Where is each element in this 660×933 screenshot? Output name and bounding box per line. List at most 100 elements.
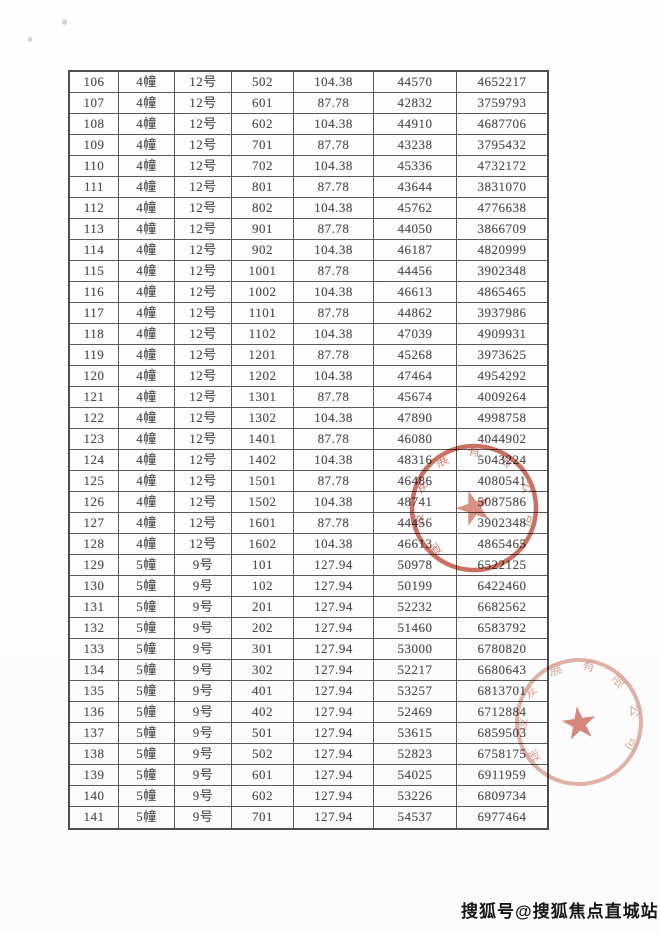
table-cell: 12号 <box>175 450 232 471</box>
table-cell: 127.94 <box>294 681 374 702</box>
table-cell: 4865465 <box>457 534 547 555</box>
table-cell: 119 <box>70 345 119 366</box>
table-cell: 3795432 <box>457 135 547 156</box>
table-cell: 5043224 <box>457 450 547 471</box>
table-cell: 4009264 <box>457 387 547 408</box>
table-cell: 127.94 <box>294 555 374 576</box>
table-cell: 9号 <box>175 639 232 660</box>
table-cell: 4幢 <box>119 219 175 240</box>
table-cell: 3866709 <box>457 219 547 240</box>
table-cell: 4幢 <box>119 345 175 366</box>
table-cell: 104.38 <box>294 114 374 135</box>
table-row: 129 5幢 9号 101 127.94 50978 6522125 <box>70 555 547 576</box>
table-cell: 1602 <box>232 534 294 555</box>
table-cell: 5幢 <box>119 597 175 618</box>
table-cell: 50978 <box>374 555 457 576</box>
table-cell: 46613 <box>374 282 457 303</box>
table-cell: 5幢 <box>119 702 175 723</box>
table-cell: 115 <box>70 261 119 282</box>
table-row: 130 5幢 9号 102 127.94 50199 6422460 <box>70 576 547 597</box>
table-cell: 4998758 <box>457 408 547 429</box>
table-cell: 9号 <box>175 597 232 618</box>
table-cell: 1101 <box>232 303 294 324</box>
table-cell: 3902348 <box>457 513 547 534</box>
table-cell: 4幢 <box>119 534 175 555</box>
table-cell: 4865465 <box>457 282 547 303</box>
table-row: 137 5幢 9号 501 127.94 53615 6859503 <box>70 723 547 744</box>
table-cell: 4687706 <box>457 114 547 135</box>
table-row: 140 5幢 9号 602 127.94 53226 6809734 <box>70 786 547 807</box>
table-cell: 136 <box>70 702 119 723</box>
watermark-sohu: 搜狐号@搜狐焦点直城站 <box>461 902 659 921</box>
table-cell: 12号 <box>175 429 232 450</box>
table-cell: 101 <box>232 555 294 576</box>
table-cell: 901 <box>232 219 294 240</box>
table-cell: 6712884 <box>457 702 547 723</box>
table-cell: 12号 <box>175 93 232 114</box>
table-cell: 108 <box>70 114 119 135</box>
table-cell: 5幢 <box>119 639 175 660</box>
table-cell: 141 <box>70 807 119 828</box>
table-cell: 106 <box>70 72 119 93</box>
table-cell: 126 <box>70 492 119 513</box>
table-cell: 502 <box>232 744 294 765</box>
table-cell: 4幢 <box>119 72 175 93</box>
table-cell: 47464 <box>374 366 457 387</box>
table-cell: 3759793 <box>457 93 547 114</box>
table-cell: 12号 <box>175 114 232 135</box>
table-cell: 104.38 <box>294 240 374 261</box>
table-cell: 54537 <box>374 807 457 828</box>
table-cell: 4776638 <box>457 198 547 219</box>
table-cell: 45336 <box>374 156 457 177</box>
table-cell: 127.94 <box>294 702 374 723</box>
table-cell: 129 <box>70 555 119 576</box>
table-cell: 87.78 <box>294 93 374 114</box>
table-cell: 12号 <box>175 387 232 408</box>
table-cell: 4幢 <box>119 324 175 345</box>
table-cell: 6522125 <box>457 555 547 576</box>
table-cell: 45762 <box>374 198 457 219</box>
table-cell: 9号 <box>175 576 232 597</box>
table-cell: 114 <box>70 240 119 261</box>
table-cell: 87.78 <box>294 429 374 450</box>
table-cell: 104.38 <box>294 72 374 93</box>
table-cell: 601 <box>232 765 294 786</box>
table-cell: 4幢 <box>119 93 175 114</box>
table-row: 126 4幢 12号 1502 104.38 48741 5087586 <box>70 492 547 513</box>
table-cell: 134 <box>70 660 119 681</box>
table-cell: 121 <box>70 387 119 408</box>
table-cell: 6813701 <box>457 681 547 702</box>
table-cell: 128 <box>70 534 119 555</box>
table-cell: 6911959 <box>457 765 547 786</box>
table-cell: 1601 <box>232 513 294 534</box>
table-cell: 46187 <box>374 240 457 261</box>
table-cell: 4幢 <box>119 408 175 429</box>
table-cell: 3937986 <box>457 303 547 324</box>
table-cell: 201 <box>232 597 294 618</box>
table-cell: 4幢 <box>119 303 175 324</box>
table-cell: 46613 <box>374 534 457 555</box>
table-cell: 9号 <box>175 786 232 807</box>
table-cell: 87.78 <box>294 513 374 534</box>
table-row: 125 4幢 12号 1501 87.78 46486 4080541 <box>70 471 547 492</box>
table-cell: 12号 <box>175 261 232 282</box>
table-cell: 52217 <box>374 660 457 681</box>
table-cell: 4080541 <box>457 471 547 492</box>
table-cell: 4954292 <box>457 366 547 387</box>
table-cell: 802 <box>232 198 294 219</box>
table-cell: 1102 <box>232 324 294 345</box>
table-row: 138 5幢 9号 502 127.94 52823 6758175 <box>70 744 547 765</box>
table-cell: 6682562 <box>457 597 547 618</box>
table-row: 141 5幢 9号 701 127.94 54537 6977464 <box>70 807 547 828</box>
table-cell: 112 <box>70 198 119 219</box>
table-cell: 87.78 <box>294 219 374 240</box>
table-cell: 127.94 <box>294 807 374 828</box>
table-row: 108 4幢 12号 602 104.38 44910 4687706 <box>70 114 547 135</box>
table-cell: 3973625 <box>457 345 547 366</box>
table-cell: 44570 <box>374 72 457 93</box>
table-cell: 12号 <box>175 198 232 219</box>
table-cell: 104.38 <box>294 282 374 303</box>
table-cell: 1502 <box>232 492 294 513</box>
table-cell: 502 <box>232 72 294 93</box>
